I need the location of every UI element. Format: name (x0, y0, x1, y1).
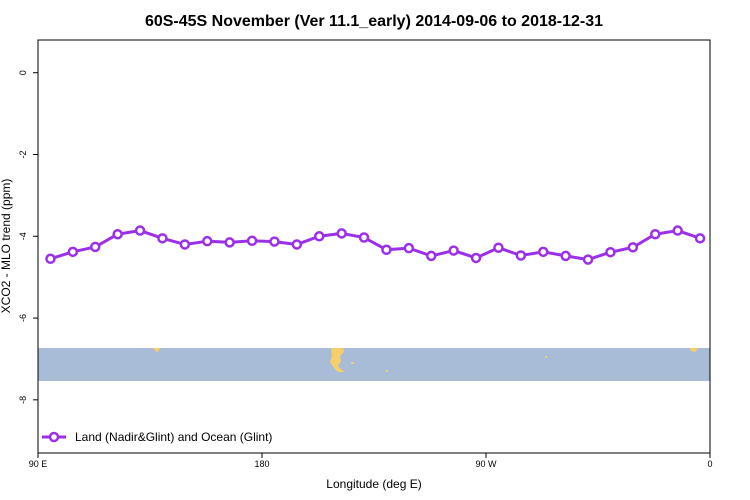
map-strip (38, 348, 710, 381)
land-shapes (153, 348, 698, 372)
data-point (224, 237, 235, 248)
data-point (179, 239, 191, 250)
data-point (672, 225, 683, 236)
y-tick-label: -6 (18, 314, 28, 322)
data-point (112, 228, 123, 240)
data-point (627, 242, 639, 253)
x-tick-label: 0 (707, 459, 712, 469)
series-line (49, 229, 701, 262)
y-tick-label: -8 (18, 396, 28, 404)
data-point (448, 245, 459, 256)
data-point (649, 228, 661, 240)
data-point (134, 225, 146, 236)
island-small-2 (545, 356, 547, 358)
data-point (403, 242, 415, 254)
x-tick-label: 90 W (475, 459, 497, 469)
data-point (582, 254, 594, 265)
island-east (690, 348, 698, 352)
y-tick-label: 0 (18, 70, 28, 75)
x-tick-label: 180 (254, 459, 269, 469)
series-layer (45, 225, 706, 265)
data-point (425, 250, 437, 262)
data-point (201, 235, 213, 247)
ocean-band (38, 348, 710, 381)
x-axis-label: Longitude (deg E) (326, 477, 421, 491)
data-point (67, 246, 79, 258)
data-point (694, 233, 706, 244)
data-point (45, 253, 56, 265)
y-axis-label: XCO2 - MLO trend (ppm) (0, 179, 13, 314)
data-point (246, 235, 258, 247)
y-tick-label: -2 (18, 150, 28, 158)
y-axis: 0 -2 -4 -6 -8 (18, 70, 38, 404)
chart-title: 60S-45S November (Ver 11.1_early) 2014-0… (145, 13, 603, 30)
legend-marker (48, 431, 60, 443)
data-point (89, 241, 101, 253)
data-point (493, 242, 504, 253)
data-point (336, 228, 347, 239)
data-point (515, 250, 527, 261)
plot-frame (37, 39, 711, 454)
island-west (153, 348, 160, 352)
y-tick-label: -4 (18, 232, 28, 240)
data-point (269, 236, 280, 247)
data-point (157, 233, 168, 244)
legend-label: Land (Nadir&Glint) and Ocean (Glint) (75, 430, 272, 444)
island-small-3 (386, 370, 388, 372)
data-point (470, 252, 482, 264)
data-point (381, 244, 392, 256)
x-tick-label: 90 E (29, 459, 48, 469)
data-point (291, 239, 303, 250)
legend: Land (Nadir&Glint) and Ocean (Glint) (42, 430, 272, 444)
data-point (605, 246, 616, 258)
data-point (560, 250, 571, 262)
data-point (358, 232, 370, 243)
data-point (313, 231, 325, 242)
south-america-tip (330, 348, 345, 372)
data-point (537, 246, 549, 258)
island-small-1 (351, 362, 354, 364)
